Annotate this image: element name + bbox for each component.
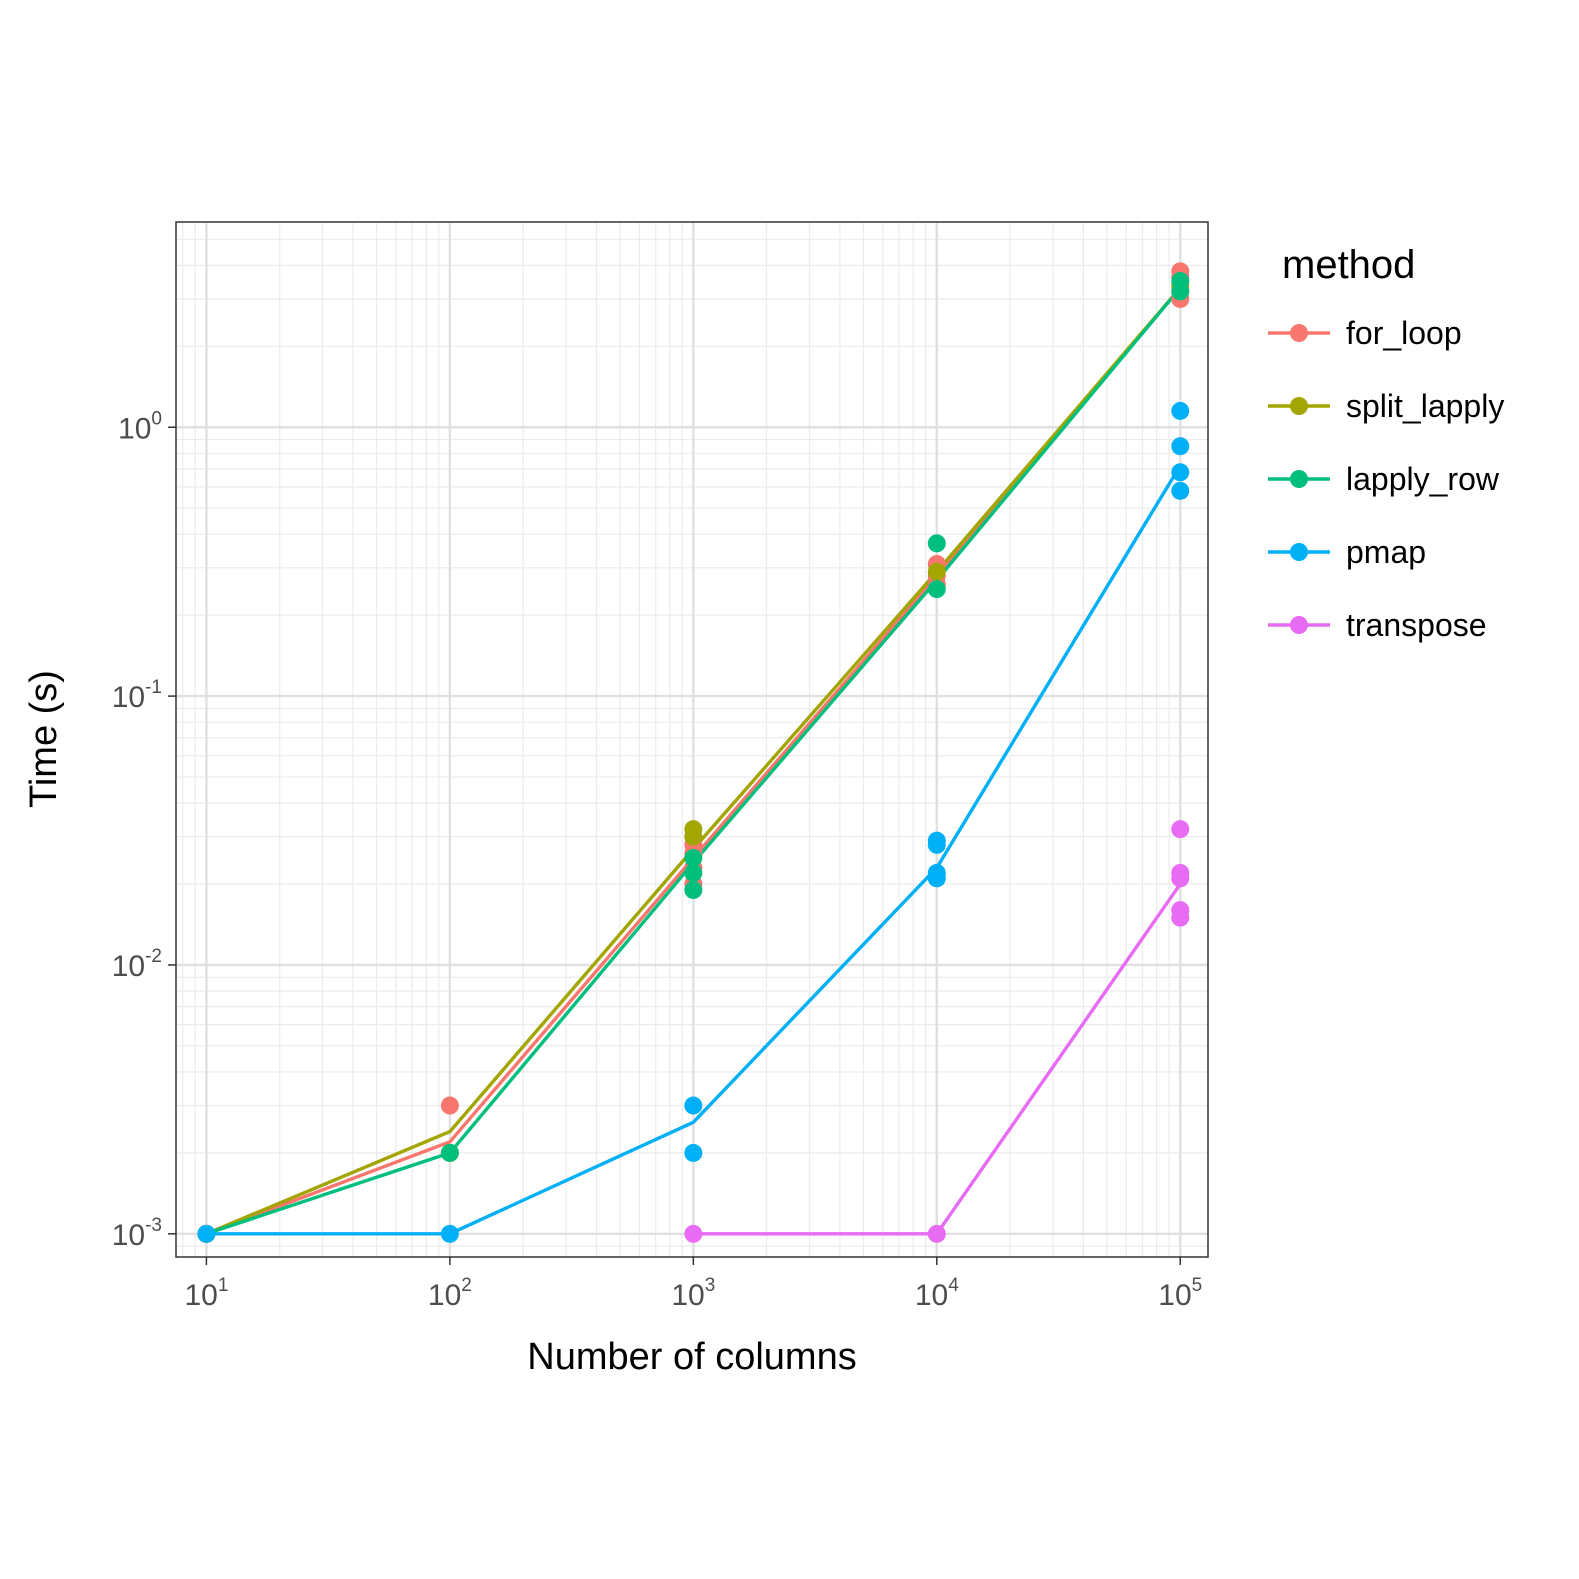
legend-label-lapply_row: lapply_row	[1346, 461, 1500, 497]
y-tick-label: 10-2	[112, 946, 162, 983]
x-tick-label: 101	[184, 1275, 228, 1312]
legend-label-transpose: transpose	[1346, 607, 1487, 643]
data-point-lapply_row	[927, 534, 946, 553]
series-line-pmap	[206, 464, 1182, 1236]
data-point-pmap	[1171, 481, 1190, 500]
panel-border	[175, 221, 1209, 1258]
series-layer	[197, 262, 1190, 1243]
data-point-pmap	[927, 835, 946, 854]
data-point-lapply_row	[927, 580, 946, 599]
legend-label-pmap: pmap	[1346, 534, 1426, 570]
data-point-transpose	[1171, 908, 1190, 927]
data-point-pmap	[684, 1143, 703, 1162]
data-point-transpose	[1171, 820, 1190, 839]
legend: method for_loop split_lapply lapply_rowpma…	[1268, 243, 1504, 643]
panel-background	[176, 222, 1208, 1257]
x-axis-title: Number of columns	[527, 1336, 856, 1378]
data-point-transpose	[927, 1224, 946, 1243]
data-point-pmap	[684, 1096, 703, 1115]
x-tick-label: 105	[1158, 1275, 1202, 1312]
legend-label-split_lapply: split_lapply	[1346, 388, 1504, 424]
data-point-lapply_row	[440, 1143, 459, 1162]
x-tick-label: 103	[671, 1275, 715, 1312]
y-axis-title: Time (s)	[23, 670, 65, 808]
data-point-transpose	[1171, 869, 1190, 888]
data-point-lapply_row	[684, 848, 703, 867]
data-point-split_lapply	[684, 827, 703, 846]
data-point-lapply_row	[1171, 282, 1190, 301]
y-tick-label: 100	[118, 408, 162, 445]
data-point-pmap	[1171, 463, 1190, 482]
data-point-pmap	[927, 869, 946, 888]
data-point-pmap	[440, 1224, 459, 1243]
legend-key-point-lapply_row	[1290, 470, 1308, 488]
data-point-pmap	[1171, 401, 1190, 420]
legend-key-point-for_loop	[1290, 324, 1308, 342]
y-tick-label: 10-1	[112, 677, 162, 714]
data-point-lapply_row	[684, 863, 703, 882]
grid	[176, 222, 1208, 1257]
x-tick-label: 104	[915, 1275, 959, 1312]
data-point-pmap	[197, 1224, 216, 1243]
data-point-pmap	[1171, 437, 1190, 456]
data-point-for_loop	[440, 1096, 459, 1115]
data-point-lapply_row	[684, 881, 703, 900]
y-tick-label: 10-3	[112, 1215, 162, 1252]
legend-key-point-transpose	[1290, 616, 1308, 634]
data-point-split_lapply	[927, 562, 946, 581]
legend-key-point-split_lapply	[1290, 397, 1308, 415]
data-point-transpose	[684, 1224, 703, 1243]
x-tick-label: 102	[428, 1275, 472, 1312]
axes: 101 102 103 104 105 10-3 10-2 10-1 100	[112, 408, 1203, 1312]
legend-title: method	[1282, 243, 1415, 287]
legend-key-point-pmap	[1290, 543, 1308, 561]
legend-label-for_loop: for_loop	[1346, 315, 1462, 351]
